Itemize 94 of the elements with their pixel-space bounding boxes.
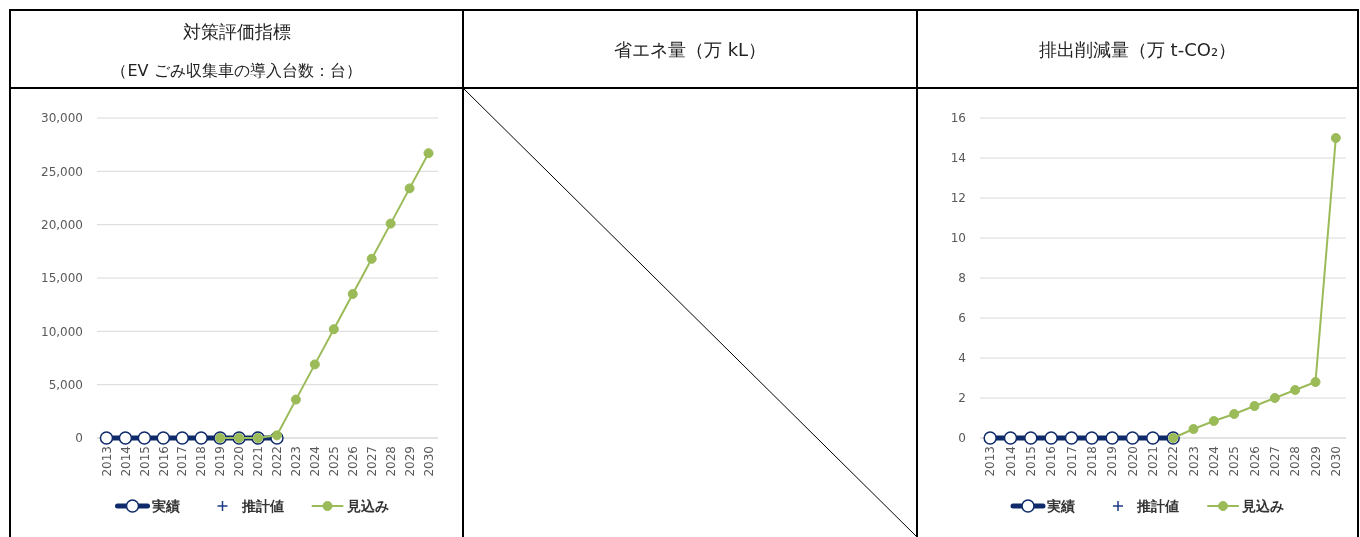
point: [347, 289, 358, 299]
x-tick-label: 2030: [421, 446, 436, 477]
point: [1085, 431, 1099, 445]
legend-label: 見込み: [345, 497, 389, 514]
x-tick-label: 2029: [402, 446, 417, 477]
x-tick-label: 2023: [289, 446, 304, 477]
point: [137, 431, 152, 445]
y-tick-label: 6: [958, 311, 966, 326]
x-tick-label: 2016: [156, 446, 171, 477]
x-tick-label: 2021: [1146, 446, 1161, 477]
point: [1003, 431, 1018, 445]
point: [1229, 409, 1240, 419]
point: [1188, 424, 1199, 434]
point: [423, 148, 434, 159]
chart-title: 対策評価指標: [182, 21, 291, 42]
x-tick-label: 2026: [1247, 446, 1262, 477]
x-tick-label: 2024: [308, 446, 323, 477]
point: [1269, 393, 1280, 403]
x-tick-label: 2026: [345, 446, 360, 477]
y-tick-label: 16: [950, 111, 966, 126]
x-tick-label: 2025: [1227, 446, 1242, 477]
point: [1024, 431, 1038, 445]
x-tick-label: 2019: [213, 446, 228, 477]
point: [328, 324, 339, 335]
x-tick-label: 2022: [1166, 446, 1181, 477]
x-tick-label: 2023: [1186, 446, 1201, 477]
point: [118, 431, 133, 445]
y-tick-label: 30,000: [41, 111, 83, 126]
x-tick-label: 2022: [270, 446, 285, 477]
point: [1064, 431, 1079, 445]
text: 省エネ量（万 kL）: [613, 39, 767, 60]
x-tick-label: 2017: [175, 446, 190, 477]
x-tick-label: 2014: [1003, 446, 1018, 477]
x-tick-label: 2013: [983, 446, 998, 477]
x-tick-label: 2027: [1268, 446, 1283, 477]
point: [1125, 431, 1140, 445]
y-tick-label: 8: [958, 271, 966, 286]
y-tick-label: 5,000: [48, 377, 83, 392]
y-tick-label: 15,000: [41, 271, 83, 286]
x-tick-label: 2030: [1329, 446, 1344, 477]
point: [1330, 133, 1341, 143]
point: [271, 430, 282, 441]
y-tick-label: 25,000: [41, 164, 83, 179]
point: [290, 394, 301, 405]
y-tick-label: 0: [75, 431, 83, 446]
y-tick-label: 14: [950, 151, 966, 166]
x-tick-label: 2028: [1288, 446, 1303, 477]
x-tick-label: 2029: [1308, 446, 1323, 477]
legend-label: 実績: [1047, 497, 1075, 514]
y-tick-label: 20,000: [41, 217, 83, 232]
point: [1044, 431, 1058, 445]
point: [309, 359, 320, 370]
point: [1208, 416, 1219, 426]
point: [175, 431, 189, 445]
point: [1146, 431, 1160, 445]
point: [194, 431, 208, 445]
y-tick-label: 10: [950, 231, 966, 246]
point: [1249, 401, 1260, 411]
point: [385, 218, 396, 229]
x-tick-label: 2019: [1105, 446, 1120, 477]
legend-label: 実績: [151, 497, 180, 514]
y-tick-label: 12: [950, 191, 966, 206]
x-tick-label: 2013: [99, 446, 114, 477]
point: [1105, 431, 1119, 445]
x-tick-label: 2014: [118, 446, 133, 477]
x-tick-label: 2017: [1064, 446, 1079, 477]
x-tick-label: 2020: [1125, 446, 1140, 477]
chart-subtitle: （EV ごみ収集車の導入台数：台）: [111, 61, 362, 80]
x-tick-label: 2024: [1207, 446, 1222, 477]
x-tick-label: 2021: [251, 446, 266, 477]
legend-label: 推計値: [240, 497, 284, 514]
x-tick-label: 2015: [1024, 446, 1039, 477]
point: [99, 431, 114, 445]
y-tick-label: 2: [958, 391, 966, 406]
x-tick-label: 2020: [232, 446, 247, 477]
x-tick-label: 2027: [364, 446, 379, 477]
x-tick-label: 2018: [1085, 446, 1100, 477]
point: [366, 253, 377, 264]
point: [1290, 385, 1301, 395]
chart-title: 排出削減量（万 t-CO₂）: [1038, 39, 1237, 60]
x-tick-label: 2028: [383, 446, 398, 477]
y-tick-label: 0: [958, 431, 966, 446]
y-tick-label: 4: [958, 351, 966, 366]
point: [404, 183, 415, 194]
x-tick-label: 2015: [137, 446, 152, 477]
point: [156, 431, 171, 445]
point: [983, 431, 997, 445]
legend-label: 推計値: [1136, 497, 1179, 514]
x-tick-label: 2025: [327, 446, 342, 477]
x-tick-label: 2018: [194, 446, 209, 477]
legend-label: 見込み: [1241, 497, 1284, 514]
y-tick-label: 10,000: [41, 324, 83, 339]
point: [1310, 377, 1321, 387]
x-tick-label: 2016: [1044, 446, 1059, 477]
